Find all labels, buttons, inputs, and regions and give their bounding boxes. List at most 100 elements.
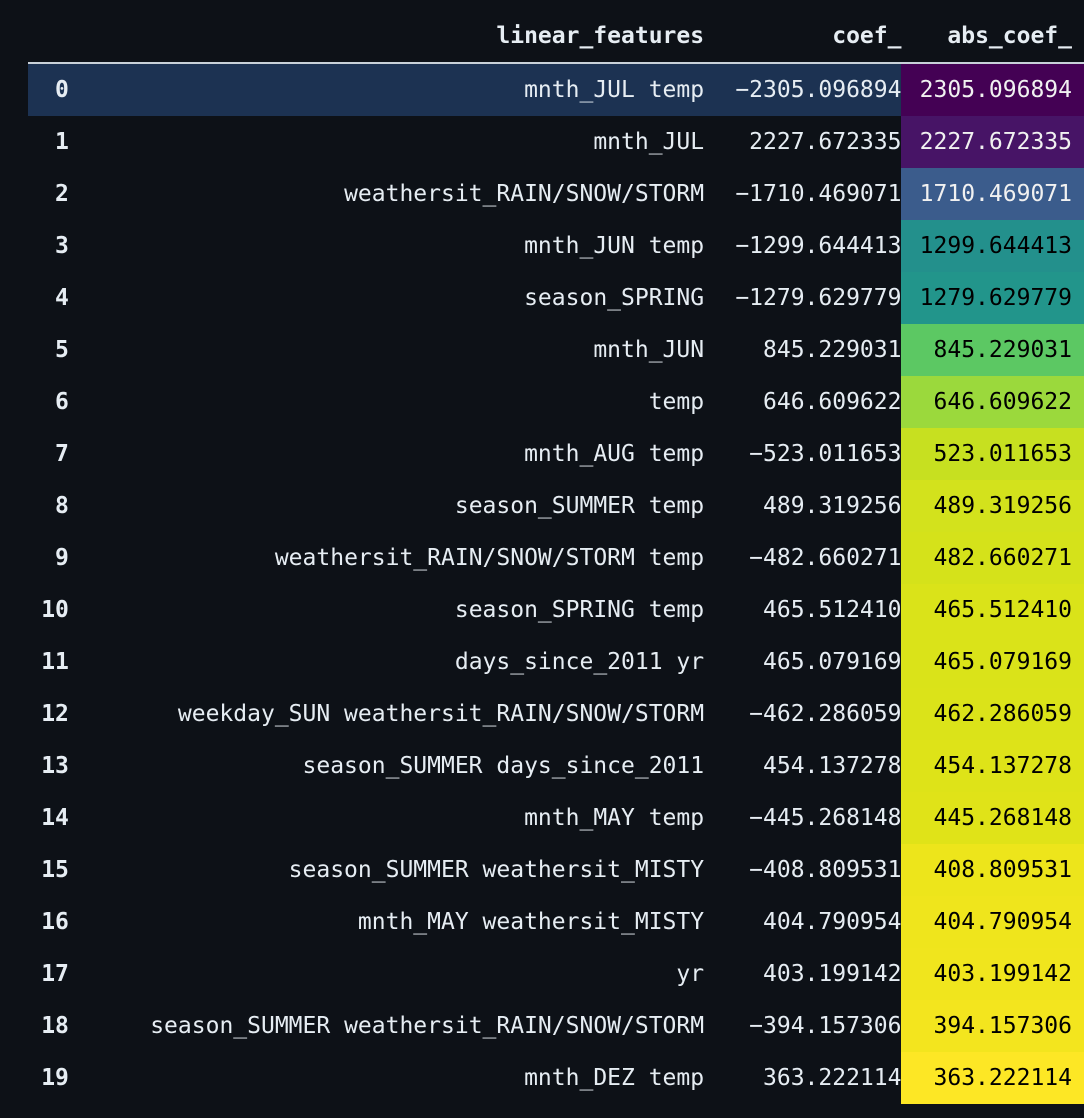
header-linear-features[interactable]: linear_features	[68, 10, 705, 64]
cell-linear-feature: season_SUMMER temp	[454, 493, 705, 519]
table-row[interactable]: 8 season_SUMMER temp 489.319256 489.319256	[28, 480, 1084, 532]
cell-linear-feature: temp	[648, 389, 705, 415]
table-row[interactable]: 11 days_since_2011 yr 465.079169 465.079169	[28, 636, 1084, 688]
cell-abs-coef: 1299.644413	[901, 220, 1084, 272]
cell-linear-feature: mnth_JUN temp	[524, 233, 705, 259]
cell-coef: 363.222114	[763, 1065, 902, 1091]
cell-coef: 465.079169	[763, 649, 902, 675]
cell-coef: −394.157306	[749, 1013, 902, 1039]
cell-abs-coef: 646.609622	[901, 376, 1084, 428]
cell-abs-coef: 845.229031	[901, 324, 1084, 376]
table-row[interactable]: 2 weathersit_RAIN/SNOW/STORM −1710.469071 1…	[28, 168, 1084, 220]
table-row[interactable]: 3 mnth_JUN temp −1299.644413 1299.644413	[28, 220, 1084, 272]
row-index: 9	[55, 545, 69, 571]
table-row[interactable]: 10 season_SPRING temp 465.512410 465.512410	[28, 584, 1084, 636]
cell-linear-feature: weathersit_RAIN/SNOW/STORM	[344, 181, 705, 207]
cell-linear-feature: season_SPRING	[524, 285, 705, 311]
cell-coef: 403.199142	[763, 961, 902, 987]
table-row[interactable]: 13 season_SUMMER days_since_2011 454.13727…	[28, 740, 1084, 792]
cell-abs-coef: 404.790954	[901, 896, 1084, 948]
row-index: 19	[41, 1065, 69, 1091]
cell-coef: 404.790954	[763, 909, 902, 935]
table-row[interactable]: 1 mnth_JUL 2227.672335 2227.672335	[28, 116, 1084, 168]
cell-linear-feature: mnth_MAY weathersit_MISTY	[357, 909, 705, 935]
cell-coef: −482.660271	[749, 545, 902, 571]
row-index: 11	[41, 649, 69, 675]
cell-abs-coef: 1279.629779	[901, 272, 1084, 324]
cell-linear-feature: season_SUMMER days_since_2011	[302, 753, 705, 779]
table-row[interactable]: 12 weekday_SUN weathersit_RAIN/SNOW/STORM…	[28, 688, 1084, 740]
table-row[interactable]: 4 season_SPRING −1279.629779 1279.629779	[28, 272, 1084, 324]
cell-linear-feature: season_SUMMER weathersit_RAIN/SNOW/STORM	[150, 1013, 705, 1039]
cell-coef: −2305.096894	[704, 63, 902, 116]
table-row[interactable]: 16 mnth_MAY weathersit_MISTY 404.790954 404…	[28, 896, 1084, 948]
table-row[interactable]: 14 mnth_MAY temp −445.268148 445.268148	[28, 792, 1084, 844]
cell-coef: −445.268148	[749, 805, 902, 831]
row-index: 0	[28, 63, 69, 116]
header-index	[28, 10, 69, 64]
cell-abs-coef: 462.286059	[901, 688, 1084, 740]
cell-abs-coef: 1710.469071	[901, 168, 1084, 220]
cell-abs-coef: 523.011653	[901, 428, 1084, 480]
cell-coef: 465.512410	[763, 597, 902, 623]
cell-coef: 845.229031	[763, 337, 902, 363]
row-index: 15	[41, 857, 69, 883]
cell-coef: −408.809531	[749, 857, 902, 883]
cell-abs-coef: 445.268148	[901, 792, 1084, 844]
table-row[interactable]: 19 mnth_DEZ temp 363.222114 363.222114	[28, 1052, 1084, 1104]
table-row[interactable]: 17 yr 403.199142 403.199142	[28, 948, 1084, 1000]
row-index: 6	[55, 389, 69, 415]
row-index: 4	[55, 285, 69, 311]
cell-abs-coef: 403.199142	[901, 948, 1084, 1000]
cell-linear-feature: season_SUMMER weathersit_MISTY	[288, 857, 705, 883]
cell-coef: 2227.672335	[749, 129, 902, 155]
cell-coef: −1279.629779	[735, 285, 902, 311]
row-index: 14	[41, 805, 69, 831]
cell-linear-feature: days_since_2011 yr	[454, 649, 705, 675]
cell-abs-coef: 482.660271	[901, 532, 1084, 584]
cell-coef: −1710.469071	[735, 181, 902, 207]
row-index: 1	[55, 129, 69, 155]
table-row[interactable]: 15 season_SUMMER weathersit_MISTY −408.809…	[28, 844, 1084, 896]
row-index: 12	[41, 701, 69, 727]
cell-abs-coef: 489.319256	[901, 480, 1084, 532]
table-body: 0 mnth_JUL temp −2305.096894 2305.096894 1 mn…	[28, 63, 1084, 1104]
table-row[interactable]: 18 season_SUMMER weathersit_RAIN/SNOW/STO…	[28, 1000, 1084, 1052]
cell-abs-coef: 394.157306	[901, 1000, 1084, 1052]
cell-coef: 454.137278	[763, 753, 902, 779]
row-index: 5	[55, 337, 69, 363]
cell-abs-coef: 408.809531	[901, 844, 1084, 896]
table-row[interactable]: 5 mnth_JUN 845.229031 845.229031	[28, 324, 1084, 376]
row-index: 17	[41, 961, 69, 987]
cell-coef: −523.011653	[749, 441, 902, 467]
table-row[interactable]: 9 weathersit_RAIN/SNOW/STORM temp −482.660…	[28, 532, 1084, 584]
cell-abs-coef: 465.079169	[901, 636, 1084, 688]
cell-coef: −462.286059	[749, 701, 902, 727]
header-coef[interactable]: coef_	[704, 10, 902, 64]
cell-linear-feature: mnth_JUL	[593, 129, 705, 155]
cell-linear-feature: mnth_JUL temp	[68, 63, 705, 116]
cell-linear-feature: mnth_AUG temp	[524, 441, 705, 467]
row-index: 2	[55, 181, 69, 207]
cell-linear-feature: weekday_SUN weathersit_RAIN/SNOW/STORM	[177, 701, 705, 727]
row-index: 16	[41, 909, 69, 935]
cell-abs-coef: 454.137278	[901, 740, 1084, 792]
table-row[interactable]: 6 temp 646.609622 646.609622	[28, 376, 1084, 428]
cell-linear-feature: yr	[676, 961, 705, 987]
cell-coef: 489.319256	[763, 493, 902, 519]
header-abs-coef[interactable]: abs_coef_	[901, 10, 1084, 64]
cell-coef: 646.609622	[763, 389, 902, 415]
cell-abs-coef: 363.222114	[901, 1052, 1084, 1104]
cell-linear-feature: weathersit_RAIN/SNOW/STORM temp	[274, 545, 705, 571]
cell-abs-coef: 2305.096894	[901, 63, 1084, 116]
row-index: 7	[55, 441, 69, 467]
table-row[interactable]: 7 mnth_AUG temp −523.011653 523.011653	[28, 428, 1084, 480]
cell-linear-feature: mnth_JUN	[593, 337, 705, 363]
row-index: 3	[55, 233, 69, 259]
cell-abs-coef: 465.512410	[901, 584, 1084, 636]
table-header-row: linear_features coef_ abs_coef_	[28, 10, 1084, 64]
coefficients-table: linear_features coef_ abs_coef_ 0 mnth_JU…	[28, 10, 1084, 1104]
table-row[interactable]: 0 mnth_JUL temp −2305.096894 2305.096894	[28, 63, 1084, 116]
cell-coef: −1299.644413	[735, 233, 902, 259]
